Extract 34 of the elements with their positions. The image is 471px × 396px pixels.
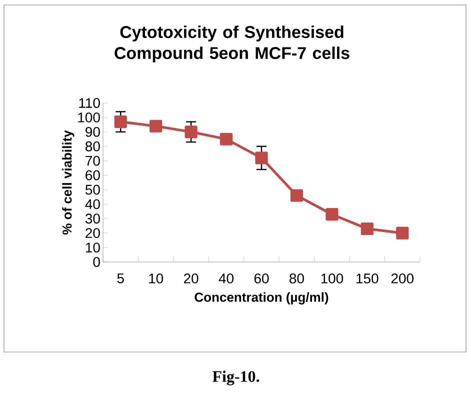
y-tick-label: 30 xyxy=(85,214,100,224)
point xyxy=(255,152,268,164)
y-tick-label: 60 xyxy=(86,170,100,180)
point xyxy=(326,208,338,221)
point xyxy=(220,132,233,146)
point xyxy=(290,189,304,202)
x-tick-label: 40 xyxy=(218,274,234,284)
y-tick-label: 80 xyxy=(86,141,100,152)
text: Fig-10. xyxy=(212,370,260,386)
y-tick-label: 90 xyxy=(86,126,100,137)
x-tick-label: 200 xyxy=(391,274,414,284)
point xyxy=(114,115,127,128)
y-tick-label: 40 xyxy=(85,199,100,210)
point xyxy=(150,120,162,132)
x-tick-label: 5 xyxy=(117,274,124,284)
x-tick-label: 100 xyxy=(321,274,344,284)
y-tick-label: 70 xyxy=(86,156,100,166)
x-tick-label: 60 xyxy=(254,274,269,284)
point xyxy=(360,222,374,236)
x-tick-label: 20 xyxy=(184,274,198,284)
x-tick-label: 10 xyxy=(149,274,164,284)
point xyxy=(184,126,198,138)
chart-title: Cytotoxicity of Synthesised Compound 5eon MCF-7 cells xyxy=(114,26,350,62)
y-tick-label: 0 xyxy=(93,257,100,267)
y-tick-label: 10 xyxy=(86,242,100,253)
x-axis-title: Concentration (µg/ml) xyxy=(194,292,328,304)
x-tick-label: 80 xyxy=(290,274,304,284)
y-tick-label: 100 xyxy=(78,112,100,122)
y-tick-label: 50 xyxy=(85,184,100,195)
x-tick-label: 150 xyxy=(356,274,378,284)
y-tick-label: 110 xyxy=(79,98,100,108)
y-tick-label: 20 xyxy=(86,228,100,238)
point xyxy=(396,226,409,240)
y-axis-title: % of cell viability xyxy=(62,130,74,235)
